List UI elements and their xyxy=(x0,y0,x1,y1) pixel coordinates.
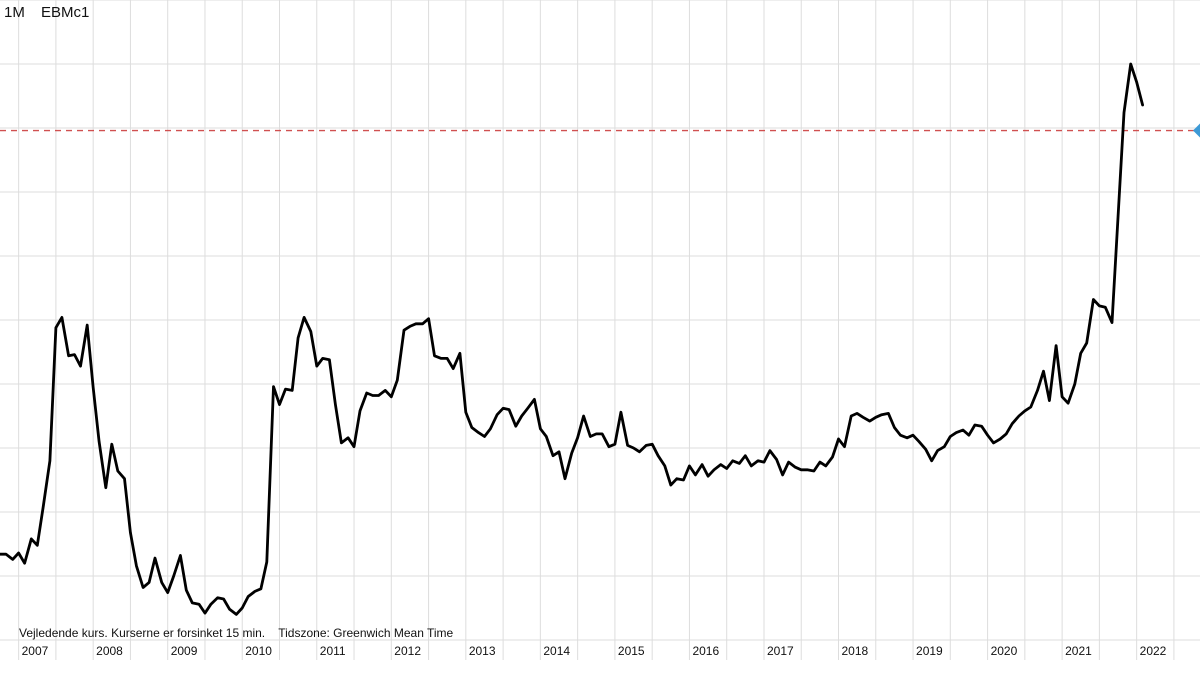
x-axis-tick-labels: 2007 2008 2009 2010 2011 2012 2013 2014 2015 2016… xyxy=(22,644,1167,658)
x-tick-label-2015: 2015 xyxy=(618,644,645,658)
vertical-gridlines xyxy=(18,0,1175,660)
delay-timezone-note: Vejledende kurs. Kurserne er forsinket 1… xyxy=(19,626,454,640)
x-tick-label-2008: 2008 xyxy=(96,644,123,658)
x-tick-label-2014: 2014 xyxy=(543,644,570,658)
last-price-marker[interactable] xyxy=(1193,123,1200,138)
x-tick-label-2022: 2022 xyxy=(1140,644,1167,658)
x-tick-label-2009: 2009 xyxy=(171,644,198,658)
x-tick-label-2019: 2019 xyxy=(916,644,943,658)
x-tick-label-2021: 2021 xyxy=(1065,644,1092,658)
symbol-label[interactable]: EBMc1 xyxy=(41,4,90,21)
x-tick-label-2020: 2020 xyxy=(991,644,1018,658)
x-tick-label-2012: 2012 xyxy=(394,644,421,658)
x-tick-label-2010: 2010 xyxy=(245,644,272,658)
x-tick-label-2011: 2011 xyxy=(320,644,346,658)
horizontal-gridlines xyxy=(0,0,1200,641)
x-tick-label-2007: 2007 xyxy=(22,644,49,658)
x-tick-label-2016: 2016 xyxy=(692,644,719,658)
x-tick-label-2018: 2018 xyxy=(842,644,869,658)
x-tick-label-2013: 2013 xyxy=(469,644,496,658)
x-tick-label-2017: 2017 xyxy=(767,644,794,658)
interval-label[interactable]: 1M xyxy=(4,4,25,21)
price-series-line xyxy=(0,62,1144,616)
